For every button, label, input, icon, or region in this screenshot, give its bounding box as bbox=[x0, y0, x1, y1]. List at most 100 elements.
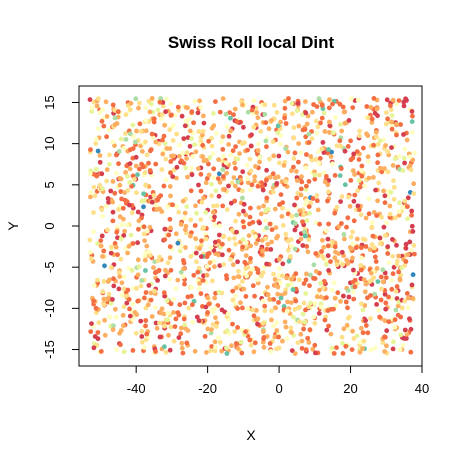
data-point bbox=[253, 234, 258, 240]
data-point bbox=[167, 216, 173, 222]
data-point bbox=[129, 268, 135, 273]
data-point bbox=[107, 161, 112, 167]
data-point bbox=[285, 299, 290, 305]
data-point bbox=[216, 171, 222, 177]
data-point bbox=[108, 188, 114, 194]
data-point bbox=[365, 154, 371, 160]
data-point bbox=[201, 113, 206, 119]
data-point bbox=[233, 144, 239, 150]
data-point bbox=[139, 198, 145, 204]
y-tick-label: -5 bbox=[42, 261, 57, 273]
data-point bbox=[248, 168, 254, 174]
data-point bbox=[212, 339, 218, 345]
data-point bbox=[239, 327, 245, 333]
data-point bbox=[168, 324, 174, 330]
data-point bbox=[197, 246, 203, 251]
data-point bbox=[285, 149, 291, 155]
data-point bbox=[289, 168, 294, 174]
data-point bbox=[144, 243, 150, 249]
data-point bbox=[95, 148, 101, 154]
data-point bbox=[137, 100, 142, 106]
data-point bbox=[137, 166, 142, 172]
data-point bbox=[279, 273, 285, 279]
data-point bbox=[296, 123, 302, 129]
data-point bbox=[226, 142, 232, 147]
data-point bbox=[241, 208, 246, 214]
data-point bbox=[292, 202, 297, 208]
data-point bbox=[301, 300, 307, 306]
data-point bbox=[288, 253, 293, 259]
data-point bbox=[139, 334, 145, 339]
data-point bbox=[95, 241, 100, 247]
data-point bbox=[159, 116, 164, 121]
data-point bbox=[312, 301, 318, 306]
data-point bbox=[130, 348, 136, 353]
data-point bbox=[171, 296, 177, 302]
data-point bbox=[232, 183, 238, 189]
data-point bbox=[247, 156, 253, 162]
data-point bbox=[196, 265, 202, 271]
data-point bbox=[368, 316, 373, 321]
data-point bbox=[99, 118, 105, 124]
data-point bbox=[277, 160, 282, 166]
data-point bbox=[88, 329, 94, 334]
data-point bbox=[304, 121, 310, 127]
data-point bbox=[381, 188, 386, 194]
data-point bbox=[199, 238, 204, 244]
data-point bbox=[373, 129, 379, 135]
data-point bbox=[235, 259, 241, 265]
data-point bbox=[208, 245, 214, 251]
data-point bbox=[360, 330, 366, 336]
data-point bbox=[246, 233, 252, 239]
data-point bbox=[197, 281, 203, 286]
data-point bbox=[306, 340, 312, 345]
data-point bbox=[334, 262, 340, 268]
x-tick-label: -40 bbox=[127, 381, 146, 396]
data-point bbox=[394, 284, 400, 289]
data-point bbox=[255, 321, 260, 327]
data-point bbox=[114, 121, 120, 126]
data-point bbox=[285, 282, 291, 288]
data-point bbox=[165, 204, 171, 210]
data-point bbox=[104, 134, 109, 140]
data-point bbox=[361, 338, 367, 344]
data-point bbox=[403, 245, 409, 251]
data-point bbox=[306, 131, 312, 137]
data-point bbox=[135, 172, 140, 178]
data-point bbox=[339, 128, 345, 134]
data-point bbox=[385, 244, 391, 250]
data-point bbox=[149, 131, 155, 137]
data-point bbox=[399, 265, 404, 271]
data-point bbox=[191, 120, 197, 126]
data-point bbox=[271, 323, 276, 329]
data-point bbox=[255, 277, 260, 283]
data-point bbox=[224, 345, 229, 351]
data-point bbox=[332, 255, 338, 261]
data-point bbox=[271, 153, 277, 159]
data-point bbox=[104, 296, 110, 302]
data-point bbox=[194, 210, 200, 216]
data-point bbox=[295, 340, 301, 346]
data-point bbox=[299, 338, 305, 344]
data-point bbox=[216, 252, 222, 258]
data-point bbox=[313, 269, 319, 274]
data-point bbox=[308, 154, 314, 159]
data-point bbox=[259, 180, 264, 186]
data-point bbox=[290, 287, 296, 293]
data-point bbox=[95, 277, 100, 283]
data-point bbox=[251, 313, 257, 319]
data-point bbox=[244, 273, 250, 279]
data-point bbox=[245, 176, 250, 182]
data-point bbox=[209, 181, 214, 187]
data-point bbox=[175, 240, 181, 246]
data-point bbox=[368, 270, 374, 276]
data-point bbox=[255, 270, 261, 275]
data-point bbox=[405, 195, 411, 201]
data-point bbox=[318, 304, 324, 310]
x-tick-label: 40 bbox=[415, 381, 429, 396]
data-point bbox=[324, 174, 329, 179]
data-point bbox=[229, 343, 234, 349]
data-point bbox=[372, 245, 377, 251]
data-point bbox=[389, 126, 395, 132]
data-point bbox=[168, 267, 174, 273]
